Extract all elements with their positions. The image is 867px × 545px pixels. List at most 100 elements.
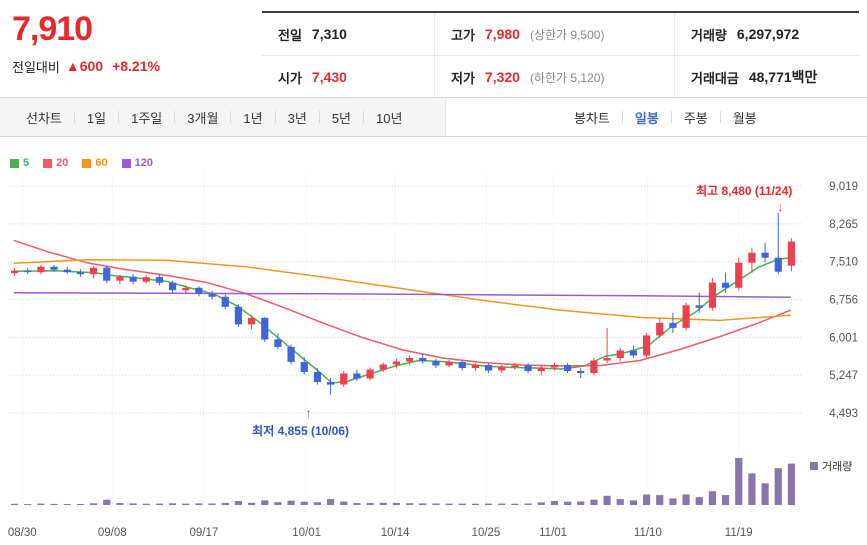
tab-봉차트[interactable]: 봉차트 bbox=[574, 110, 610, 126]
info-cell-고가: 고가 7,980 (상한가 9,500) bbox=[434, 13, 674, 55]
tab-선차트[interactable]: 선차트 bbox=[26, 110, 62, 126]
ma-legend: 5 20 60 120 bbox=[10, 157, 153, 169]
svg-text:↓: ↓ bbox=[777, 200, 783, 214]
svg-text:4,493: 4,493 bbox=[829, 408, 858, 420]
svg-text:10/25: 10/25 bbox=[472, 527, 501, 539]
tab-separator bbox=[670, 111, 672, 123]
tab-3개월[interactable]: 3개월 bbox=[187, 110, 219, 126]
info-value: 6,297,972 bbox=[736, 26, 800, 42]
tab-월봉[interactable]: 월봉 bbox=[732, 110, 757, 126]
svg-text:11/19: 11/19 bbox=[725, 527, 753, 539]
svg-text:08/30: 08/30 bbox=[8, 527, 37, 539]
legend-swatch bbox=[82, 158, 92, 168]
tab-separator bbox=[621, 111, 623, 123]
svg-text:7,510: 7,510 bbox=[829, 257, 858, 269]
tab-주봉[interactable]: 주봉 bbox=[683, 110, 708, 126]
tab-separator bbox=[363, 111, 365, 123]
svg-text:↑: ↑ bbox=[306, 406, 312, 420]
ma-line-5 bbox=[13, 256, 791, 384]
svg-text:09/17: 09/17 bbox=[190, 527, 219, 539]
tab-1주일[interactable]: 1주일 bbox=[131, 110, 163, 126]
info-sub: (상한가 9,500) bbox=[529, 27, 605, 42]
chart-section: 5 20 60 120 9,019 8,265 7,510 6,756 6,001 5,247 4… bbox=[0, 137, 867, 545]
legend-swatch bbox=[121, 158, 131, 168]
tab-일봉[interactable]: 일봉 bbox=[634, 110, 659, 126]
change-percent: +8.21% bbox=[112, 58, 160, 75]
svg-text:11/10: 11/10 bbox=[634, 527, 662, 539]
svg-text:10/14: 10/14 bbox=[381, 527, 410, 539]
ma-line-20 bbox=[13, 239, 791, 367]
tab-separator bbox=[719, 111, 721, 123]
ma-legend-item-120: 120 bbox=[121, 157, 153, 169]
info-sub: (하한가 5,120) bbox=[529, 70, 605, 85]
legend-swatch bbox=[10, 158, 19, 168]
svg-text:11/01: 11/01 bbox=[539, 527, 567, 539]
y-axis-labels: 9,019 8,265 7,510 6,756 6,001 5,247 4,493 bbox=[829, 181, 858, 420]
info-label: 고가 bbox=[451, 27, 475, 43]
candles bbox=[10, 213, 796, 395]
ma-line-60 bbox=[13, 258, 791, 322]
info-cell-거래대금: 거래대금 48,771백만 bbox=[674, 56, 859, 98]
change-value: ▲600 bbox=[66, 58, 103, 74]
info-label: 거래대금 bbox=[691, 70, 739, 86]
tab-separator bbox=[73, 111, 75, 123]
up-arrow-icon: ▲ bbox=[65, 58, 80, 75]
info-value: 7,310 bbox=[311, 26, 347, 42]
ma-line-120 bbox=[13, 292, 791, 299]
tab-10년[interactable]: 10년 bbox=[376, 110, 403, 126]
info-value: 7,320 bbox=[484, 69, 520, 85]
tab-separator bbox=[230, 111, 232, 123]
info-row: 시가 7,430 저가 7,320 (하한가 5,120) 거래대금 48,771백만 bbox=[262, 55, 859, 98]
tab-1일[interactable]: 1일 bbox=[86, 110, 107, 126]
chart-toolbar: 선차트 1일 1주일 3개월 1년 3년 5년 10년 봉차트 일봉 주봉 월봉 bbox=[0, 97, 867, 137]
tab-3년[interactable]: 3년 bbox=[287, 110, 307, 126]
legend-label: 60 bbox=[95, 157, 108, 169]
info-cell-저가: 저가 7,320 (하한가 5,120) bbox=[434, 56, 674, 98]
tab-separator bbox=[274, 111, 276, 123]
change-label: 전일대비 bbox=[12, 59, 60, 75]
info-value: 7,430 bbox=[311, 69, 347, 85]
current-price: 7,910 bbox=[12, 10, 93, 48]
info-label: 저가 bbox=[451, 70, 475, 86]
svg-text:최저 4,855 (10/06): 최저 4,855 (10/06) bbox=[252, 423, 349, 438]
candle-type-tabs: 봉차트 일봉 주봉 월봉 bbox=[446, 98, 867, 136]
info-cell-전일: 전일 7,310 bbox=[262, 13, 434, 55]
volume-bars bbox=[10, 458, 796, 505]
tab-separator bbox=[174, 111, 176, 123]
period-tabs: 선차트 1일 1주일 3개월 1년 3년 5년 10년 bbox=[0, 98, 446, 136]
svg-text:최고 8,480 (11/24): 최고 8,480 (11/24) bbox=[696, 183, 792, 198]
ma-lines bbox=[13, 239, 791, 384]
info-label: 거래량 bbox=[691, 27, 727, 43]
tab-separator bbox=[318, 111, 320, 123]
info-row: 전일 7,310 고가 7,980 (상한가 9,500) 거래량 6,297,972 bbox=[262, 13, 859, 55]
legend-swatch bbox=[43, 158, 53, 168]
svg-text:5,247: 5,247 bbox=[829, 370, 858, 382]
svg-text:09/08: 09/08 bbox=[98, 527, 127, 539]
stock-chart-svg: 9,019 8,265 7,510 6,756 6,001 5,247 4,493 08/30… bbox=[8, 174, 858, 539]
tab-separator bbox=[118, 111, 120, 123]
price-block: 7,910 전일대비 ▲600 +8.21% bbox=[12, 10, 262, 97]
legend-label: 120 bbox=[134, 157, 153, 169]
annotations: 최고 8,480 (11/24) ↓ 최저 4,855 (10/06) ↑ bbox=[252, 183, 792, 438]
volume-legend: 거래량 bbox=[810, 460, 852, 473]
svg-text:8,265: 8,265 bbox=[829, 219, 858, 231]
svg-text:10/01: 10/01 bbox=[292, 527, 321, 539]
ma-legend-item-20: 20 bbox=[43, 157, 68, 169]
legend-label: 20 bbox=[56, 157, 69, 169]
info-label: 시가 bbox=[278, 70, 302, 86]
change-amount: 600 bbox=[79, 58, 104, 75]
tab-5년[interactable]: 5년 bbox=[331, 110, 352, 126]
svg-text:9,019: 9,019 bbox=[829, 181, 858, 193]
svg-text:거래량: 거래량 bbox=[822, 460, 852, 473]
quote-info-table: 전일 7,310 고가 7,980 (상한가 9,500) 거래량 6,297,972 시가 7… bbox=[262, 11, 859, 98]
svg-text:6,001: 6,001 bbox=[829, 332, 858, 344]
change-row: 전일대비 ▲600 +8.21% bbox=[12, 57, 262, 76]
grid-lines bbox=[8, 174, 802, 505]
legend-label: 5 bbox=[23, 157, 30, 169]
info-value: 7,980 bbox=[484, 26, 520, 42]
info-label: 전일 bbox=[278, 27, 302, 43]
info-value: 48,771백만 bbox=[748, 69, 818, 85]
x-axis-labels: 08/30 09/08 09/17 10/01 10/14 10/25 11/01 11/10… bbox=[8, 527, 753, 539]
tab-1년[interactable]: 1년 bbox=[243, 110, 263, 126]
ma-legend-item-5: 5 bbox=[10, 157, 29, 169]
